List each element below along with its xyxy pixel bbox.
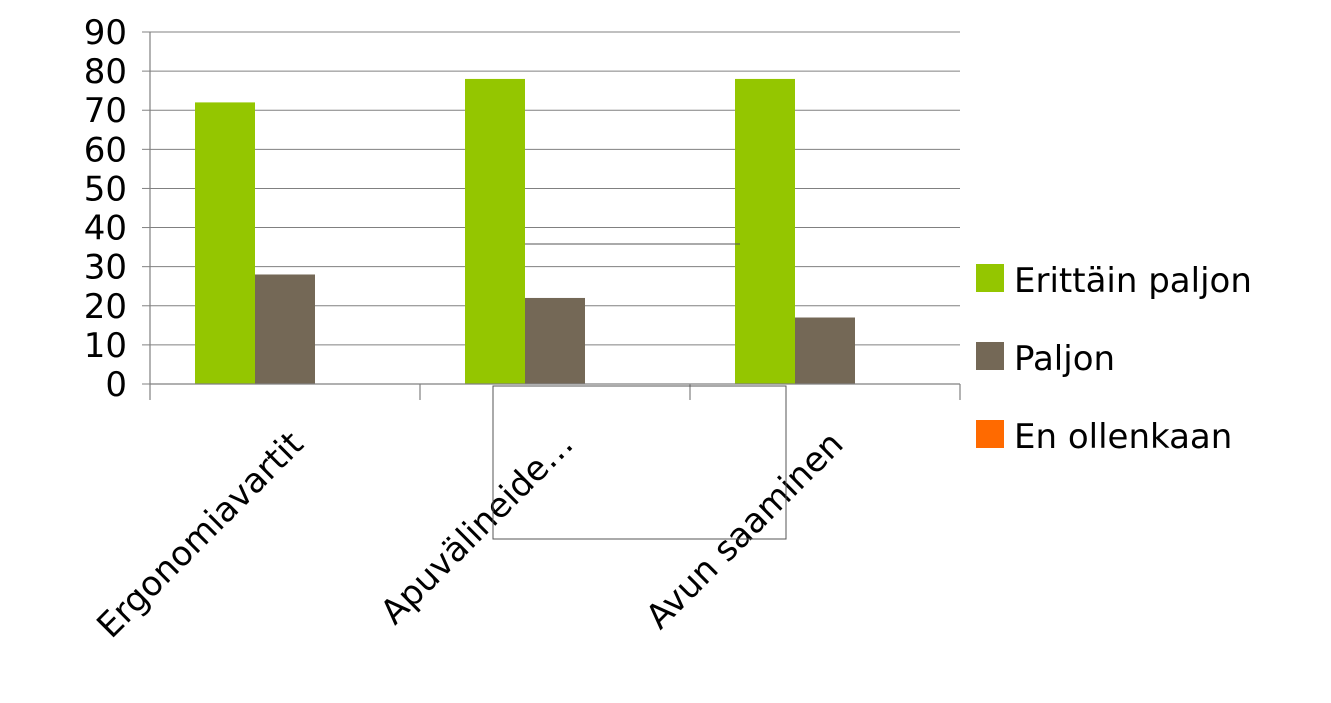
y-tick-label: 0	[105, 365, 127, 405]
legend-label: Paljon	[1014, 339, 1115, 379]
bar	[195, 102, 255, 385]
y-tick-label: 60	[84, 130, 127, 170]
legend-label: Erittäin paljon	[1014, 261, 1252, 301]
y-tick-label: 10	[84, 326, 127, 366]
axes	[149, 32, 961, 400]
annotation-box	[492, 385, 787, 540]
y-tick-label: 50	[84, 169, 127, 209]
x-category-label: Avun saaminen	[638, 424, 851, 637]
y-tick-label: 70	[84, 91, 127, 131]
legend: Erittäin paljon Paljon En ollenkaan	[976, 261, 1252, 457]
x-category-label: Apuvälineide…	[373, 424, 581, 632]
y-tick-label: 20	[84, 287, 127, 327]
y-tick-label: 80	[84, 52, 127, 92]
y-tick-label: 40	[84, 209, 127, 249]
bars	[195, 78, 855, 385]
bar	[735, 78, 795, 384]
bar	[255, 274, 315, 384]
x-axis-category-labels: Ergonomiavartit Apuvälineide… Avun saamine…	[89, 424, 851, 646]
bar	[525, 297, 585, 384]
legend-swatch	[976, 342, 1004, 370]
x-category-label: Ergonomiavartit	[89, 424, 311, 646]
y-tick-label: 90	[84, 13, 127, 53]
legend-swatch	[976, 420, 1004, 448]
legend-swatch	[976, 264, 1004, 292]
bar	[795, 317, 855, 384]
bar	[465, 78, 525, 384]
y-tick-label: 30	[84, 248, 127, 288]
legend-label: En ollenkaan	[1014, 417, 1232, 457]
